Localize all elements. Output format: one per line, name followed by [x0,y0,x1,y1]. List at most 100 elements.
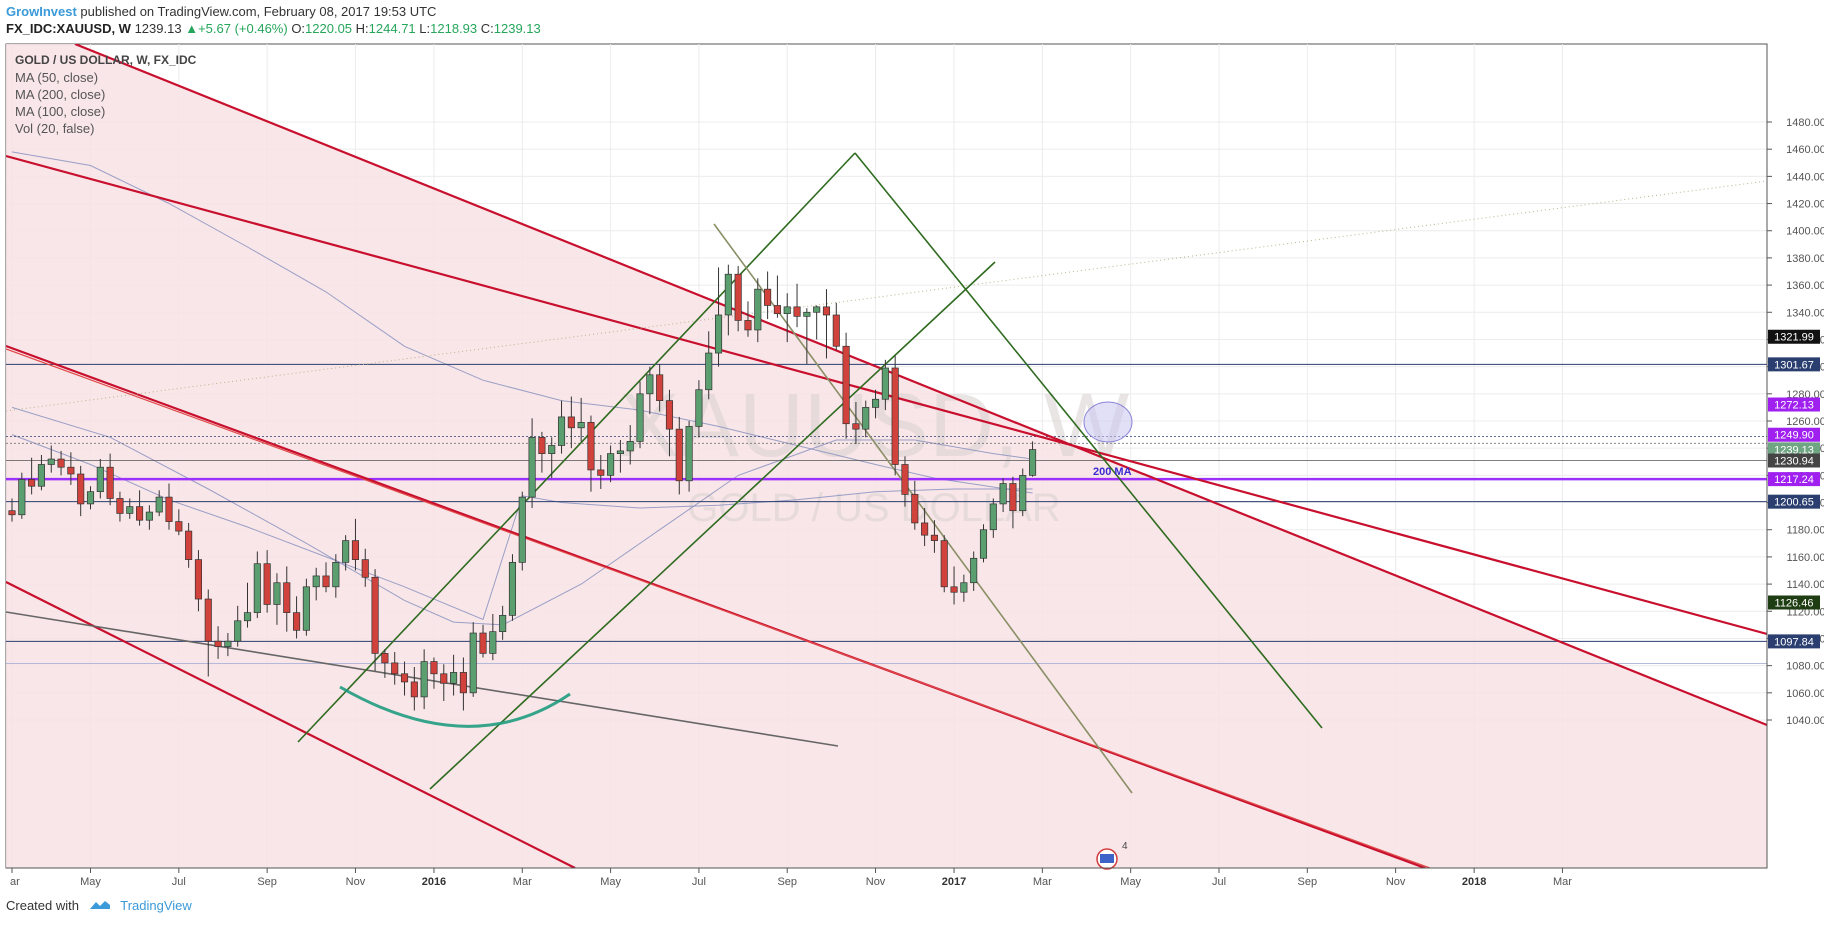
price-marker-badge [1768,453,1820,468]
price-tick-label: 1400.00 [1786,226,1824,238]
candle-body [175,521,183,532]
last-price: 1239.13 [134,21,182,36]
candle-body [77,473,85,505]
price-marker-label: 1249.90 [1774,430,1814,442]
candle-body [734,273,742,321]
chart-panel[interactable]: XAUUSD, W GOLD / US DOLLAR 200 MA 4 1040.… [0,42,1824,907]
candle-body [665,400,674,430]
candle-body [557,416,566,446]
price-marker-label: 1126.46 [1775,597,1814,609]
time-tick-label: Jul [692,876,706,888]
published-text: published on TradingView.com, February 0… [80,4,437,19]
candle-body [950,586,958,593]
price-chart[interactable]: XAUUSD, W GOLD / US DOLLAR 200 MA 4 1040.… [0,42,1824,898]
price-tick-label: 1440.00 [1786,171,1824,183]
time-tick-label: Jul [172,876,186,888]
candle-body [901,464,909,495]
candle-body [1009,483,1017,512]
red-channel-line-3 [6,581,576,868]
publisher-link[interactable]: GrowInvest [6,4,77,19]
legend-item-ma200[interactable]: MA (200, close) [15,87,106,102]
legend-item-vol[interactable]: Vol (20, false) [15,121,95,136]
price-tick-label: 1180.00 [1787,525,1824,537]
time-tick-label: Nov [866,876,886,888]
candle-body [646,374,654,395]
candle-body [371,576,379,654]
price-tick-label: 1260.00 [1786,416,1824,428]
candle-body [126,506,134,514]
ma-highlight-circle [1083,401,1133,443]
time-tick-label: Sep [777,876,797,888]
candle-body [263,563,271,605]
candle-body [528,436,536,498]
price-marker-badge [1768,442,1820,457]
candle-body [705,352,713,391]
candle-body [822,306,831,316]
price-tick-label: 1480.00 [1786,117,1824,129]
green-line-2 [854,152,1323,729]
candle-body [489,631,497,654]
legend-item-ma100[interactable]: MA (100, close) [15,104,106,119]
price-marker-label: 1230.94 [1774,455,1814,467]
price-marker-label: 1239.13 [1774,444,1814,456]
candle-body [96,466,104,493]
chart-legend: GOLD / US DOLLAR, W, FX_IDC MA (50, clos… [15,52,196,137]
ma-line-1 [11,151,1033,494]
candle-body [420,661,428,698]
time-tick-label: May [80,876,101,888]
candle-body [322,575,330,588]
high-label: H: [355,21,369,36]
candle-body [243,612,252,622]
price-tick-label: 1340.00 [1786,307,1824,319]
price-marker-badge [1768,494,1820,509]
candle-body [312,575,320,588]
price-tick-label: 1160.00 [1787,552,1824,564]
time-tick-label: Nov [346,876,366,888]
annotations: 200 MA 4 [1093,466,1132,870]
candle-body [675,428,683,482]
price-marker-badge [1768,472,1820,487]
price-marker-badge [1768,634,1820,649]
symbol-bar: FX_IDC:XAUUSD, W 1239.13 ▲+5.67 (+0.46%)… [6,21,541,36]
candle-body [234,620,242,642]
symbol-label: FX_IDC:XAUUSD, W [6,21,131,36]
tradingview-link[interactable]: TradingView [120,898,192,913]
candle-body [989,503,997,531]
price-marker-label: 1301.67 [1774,359,1814,371]
candle-body [37,464,45,487]
candle-body [656,374,664,401]
candle-body [155,496,163,513]
candle-body [479,632,487,654]
channel-fills [6,44,1767,868]
candle-body [67,466,75,475]
price-marker-badge [1768,397,1820,412]
candles [8,264,1037,711]
low-label: L: [419,21,431,36]
ma-line-0 [11,406,1033,626]
price-tick-label: 1360.00 [1786,280,1824,292]
candle-body [832,314,840,347]
legend-item-ma50[interactable]: MA (50, close) [15,70,99,85]
price-change: ▲+5.67 (+0.46%) [185,21,288,36]
footer: Created with TradingView [6,898,192,918]
candle-body [410,681,418,698]
candle-body [194,559,202,600]
candle-body [273,582,281,605]
candle-body [204,598,212,642]
candle-body [391,662,399,675]
chart-header: GrowInvest published on TradingView.com,… [0,0,1824,42]
time-axis[interactable]: ar May Jul Sep Nov 2016 Mar May Jul Sep Nov 2017 Mar… [6,867,1767,888]
green-line-3 [713,223,1133,794]
red-channel-line-0 [74,44,1767,727]
candle-body [381,653,389,664]
horizontal-levels [6,363,1767,664]
time-tick-label: 2016 [422,876,446,888]
candle-body [28,479,36,487]
price-marker-label: 1097.84 [1774,636,1814,648]
candle-body [881,367,889,400]
price-marker-label: 1200.65 [1774,497,1814,509]
time-tick-label: Mar [1553,876,1572,888]
time-tick-label: Sep [257,876,277,888]
watermark: XAUUSD, W GOLD / US DOLLAR [619,376,1129,530]
candle-body [224,640,232,647]
